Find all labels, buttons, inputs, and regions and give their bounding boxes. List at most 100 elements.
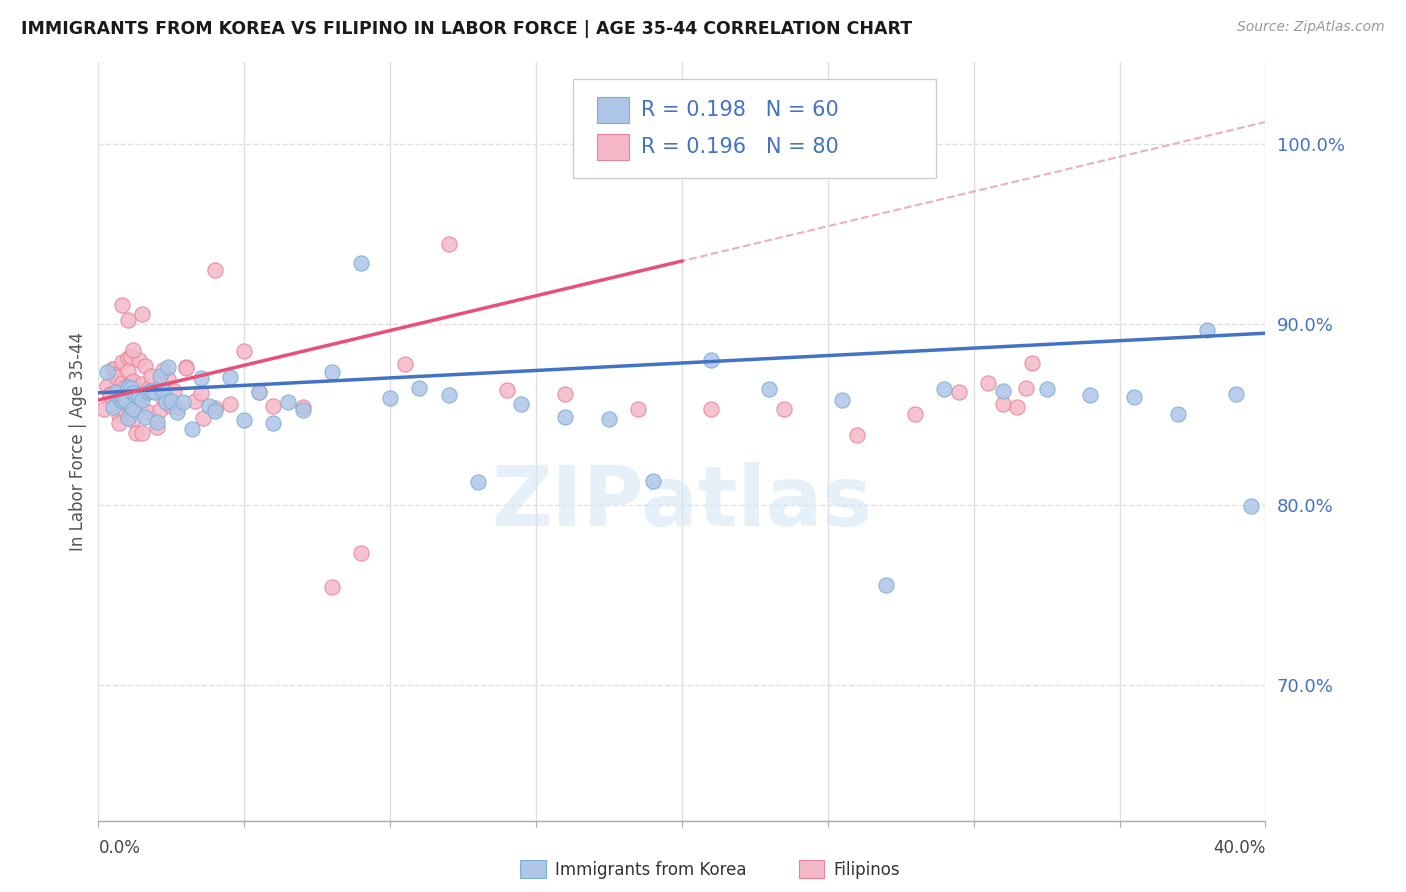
Point: [510, 397, 533, 411]
FancyBboxPatch shape: [596, 135, 630, 161]
Point: [101, 361, 124, 376]
Point: [142, 382, 165, 396]
Point: [120, 381, 142, 395]
Point: [262, 416, 284, 430]
Point: [174, 361, 197, 376]
Point: [155, 395, 177, 409]
Text: Immigrants from Korea: Immigrants from Korea: [555, 861, 747, 879]
Point: [700, 353, 723, 368]
Point: [134, 359, 156, 373]
Point: [134, 386, 156, 401]
Point: [108, 391, 131, 405]
Point: [1021, 356, 1043, 370]
Point: [247, 385, 270, 400]
Point: [136, 382, 159, 396]
FancyBboxPatch shape: [574, 79, 936, 178]
Point: [190, 370, 212, 384]
Point: [166, 405, 188, 419]
Point: [152, 384, 174, 398]
Point: [180, 422, 202, 436]
Point: [291, 400, 314, 414]
Point: [114, 392, 136, 407]
Point: [122, 402, 145, 417]
Point: [1035, 382, 1057, 396]
Point: [152, 391, 174, 405]
Point: [496, 383, 519, 397]
FancyBboxPatch shape: [596, 97, 630, 123]
Point: [114, 391, 136, 405]
Point: [136, 384, 159, 399]
Text: 40.0%: 40.0%: [1213, 838, 1265, 856]
Point: [114, 380, 136, 394]
Point: [437, 237, 460, 252]
Point: [1240, 499, 1263, 513]
Point: [233, 344, 256, 359]
Point: [128, 394, 150, 409]
Point: [233, 413, 256, 427]
Point: [104, 367, 127, 381]
Point: [1167, 407, 1189, 421]
Text: 0.0%: 0.0%: [98, 838, 141, 856]
Point: [131, 307, 153, 321]
Point: [977, 376, 1000, 391]
Point: [142, 385, 165, 400]
Point: [157, 360, 180, 375]
Point: [120, 350, 142, 364]
Point: [160, 393, 183, 408]
Point: [96, 365, 118, 379]
Point: [218, 397, 240, 411]
Point: [111, 393, 134, 408]
Point: [139, 368, 162, 383]
Point: [139, 384, 162, 398]
Point: [131, 425, 153, 440]
Point: [875, 578, 897, 592]
Point: [134, 410, 156, 425]
Point: [991, 397, 1014, 411]
Y-axis label: In Labor Force | Age 35-44: In Labor Force | Age 35-44: [69, 332, 87, 551]
Point: [149, 369, 172, 384]
Point: [641, 474, 664, 488]
Point: [204, 263, 226, 277]
Point: [98, 388, 121, 402]
Text: R = 0.196   N = 80: R = 0.196 N = 80: [641, 137, 839, 157]
Point: [773, 401, 796, 416]
Text: IMMIGRANTS FROM KOREA VS FILIPINO IN LABOR FORCE | AGE 35-44 CORRELATION CHART: IMMIGRANTS FROM KOREA VS FILIPINO IN LAB…: [21, 20, 912, 37]
Point: [277, 395, 299, 409]
Text: ZIPatlas: ZIPatlas: [492, 462, 872, 542]
Point: [117, 313, 139, 327]
Text: R = 0.198   N = 60: R = 0.198 N = 60: [641, 100, 839, 120]
Point: [125, 389, 148, 403]
Point: [934, 383, 956, 397]
Point: [108, 416, 131, 430]
Point: [380, 391, 402, 405]
Point: [111, 298, 134, 312]
Point: [1080, 388, 1102, 402]
Point: [128, 390, 150, 404]
Point: [846, 427, 869, 442]
Point: [163, 384, 186, 399]
Point: [149, 403, 172, 417]
Point: [117, 411, 139, 425]
Point: [598, 412, 620, 426]
Point: [155, 395, 177, 409]
Point: [108, 385, 131, 400]
Point: [122, 374, 145, 388]
Point: [108, 409, 131, 423]
Point: [554, 386, 576, 401]
Point: [104, 370, 127, 384]
Point: [104, 368, 127, 383]
Point: [111, 376, 134, 390]
Point: [183, 394, 205, 409]
Point: [174, 359, 197, 374]
Point: [467, 475, 489, 489]
Point: [122, 343, 145, 358]
Point: [948, 384, 970, 399]
Point: [172, 395, 194, 409]
Text: Source: ZipAtlas.com: Source: ZipAtlas.com: [1237, 20, 1385, 34]
Point: [198, 399, 221, 413]
Point: [160, 399, 183, 413]
Point: [350, 545, 373, 559]
Point: [904, 407, 927, 421]
Point: [111, 401, 134, 415]
Point: [136, 405, 159, 419]
